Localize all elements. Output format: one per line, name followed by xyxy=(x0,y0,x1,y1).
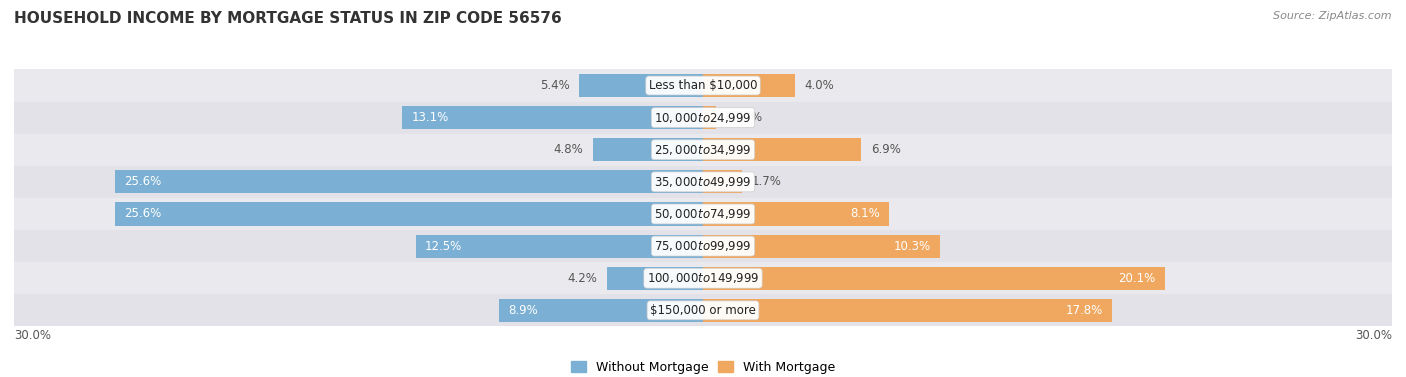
Text: 25.6%: 25.6% xyxy=(124,207,162,221)
Bar xyxy=(703,138,862,161)
Bar xyxy=(593,138,703,161)
Bar xyxy=(14,230,1392,262)
Bar xyxy=(703,267,1164,290)
Text: $25,000 to $34,999: $25,000 to $34,999 xyxy=(654,143,752,157)
Text: 6.9%: 6.9% xyxy=(870,143,900,156)
Text: 4.0%: 4.0% xyxy=(804,79,834,92)
Bar xyxy=(579,74,703,97)
Bar xyxy=(14,69,1392,101)
Bar xyxy=(606,267,703,290)
Text: $75,000 to $99,999: $75,000 to $99,999 xyxy=(654,239,752,253)
Text: 20.1%: 20.1% xyxy=(1118,272,1156,285)
Text: 10.3%: 10.3% xyxy=(893,240,931,253)
Text: Less than $10,000: Less than $10,000 xyxy=(648,79,758,92)
Text: $35,000 to $49,999: $35,000 to $49,999 xyxy=(654,175,752,189)
Text: $150,000 or more: $150,000 or more xyxy=(650,304,756,317)
Text: 25.6%: 25.6% xyxy=(124,175,162,188)
Text: 12.5%: 12.5% xyxy=(425,240,463,253)
Bar xyxy=(703,299,1112,322)
Text: 8.9%: 8.9% xyxy=(508,304,537,317)
Text: 4.8%: 4.8% xyxy=(554,143,583,156)
Text: 30.0%: 30.0% xyxy=(14,329,51,342)
Bar xyxy=(703,106,716,129)
Text: HOUSEHOLD INCOME BY MORTGAGE STATUS IN ZIP CODE 56576: HOUSEHOLD INCOME BY MORTGAGE STATUS IN Z… xyxy=(14,11,562,26)
Text: 0.57%: 0.57% xyxy=(725,111,762,124)
Text: 1.7%: 1.7% xyxy=(751,175,782,188)
Bar xyxy=(115,202,703,225)
Text: $10,000 to $24,999: $10,000 to $24,999 xyxy=(654,110,752,125)
Text: Source: ZipAtlas.com: Source: ZipAtlas.com xyxy=(1274,11,1392,21)
Bar xyxy=(703,170,742,193)
Text: 17.8%: 17.8% xyxy=(1066,304,1102,317)
Text: 5.4%: 5.4% xyxy=(540,79,569,92)
Text: $50,000 to $74,999: $50,000 to $74,999 xyxy=(654,207,752,221)
Bar xyxy=(14,166,1392,198)
Bar xyxy=(115,170,703,193)
Bar xyxy=(499,299,703,322)
Text: $100,000 to $149,999: $100,000 to $149,999 xyxy=(647,271,759,285)
Text: 4.2%: 4.2% xyxy=(568,272,598,285)
Text: 13.1%: 13.1% xyxy=(412,111,449,124)
Text: 30.0%: 30.0% xyxy=(1355,329,1392,342)
Bar xyxy=(14,101,1392,134)
Text: 8.1%: 8.1% xyxy=(851,207,880,221)
Bar xyxy=(416,234,703,257)
Bar xyxy=(14,262,1392,294)
Bar xyxy=(402,106,703,129)
Bar xyxy=(703,74,794,97)
Bar xyxy=(14,134,1392,166)
Bar xyxy=(703,234,939,257)
Bar xyxy=(14,294,1392,326)
Legend: Without Mortgage, With Mortgage: Without Mortgage, With Mortgage xyxy=(565,356,841,377)
Bar xyxy=(14,198,1392,230)
Bar xyxy=(703,202,889,225)
